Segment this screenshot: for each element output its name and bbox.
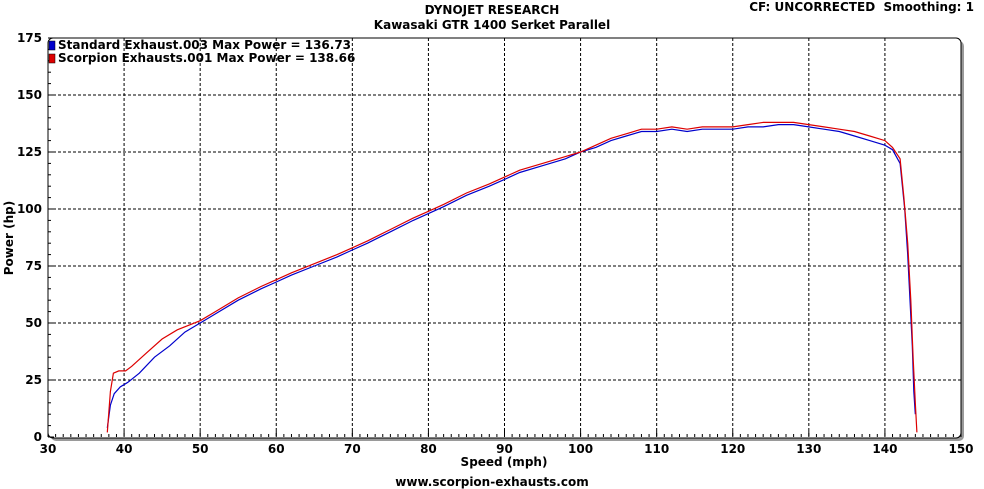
series-line-1 [106,124,916,428]
legend-swatch [48,53,56,64]
x-tick-label: 120 [720,442,745,456]
minor-ticks [47,37,962,438]
x-axis-label: Speed (mph) [461,455,548,469]
data-curves [106,121,918,433]
x-tick-label: 30 [40,442,57,456]
series-line-2 [106,121,918,433]
x-tick-label: 50 [192,442,209,456]
x-tick-label: 90 [496,442,513,456]
x-tick-label: 150 [948,442,973,456]
y-axis-label: Power (hp) [2,201,16,275]
legend: Standard Exhaust.003 Max Power = 136.73S… [48,38,355,65]
x-tick-label: 100 [568,442,593,456]
legend-swatch [48,40,56,51]
correction-factor-info: CF: UNCORRECTED Smoothing: 1 [749,0,974,14]
y-tick-label: 50 [25,316,42,330]
y-tick-label: 0 [34,430,42,444]
y-tick-label: 25 [25,373,42,387]
x-tick-label: 130 [796,442,821,456]
footer-url: www.scorpion-exhausts.com [395,475,589,489]
legend-label: Standard Exhaust.003 Max Power = 136.73 [58,38,351,52]
x-tick-label: 60 [268,442,285,456]
x-tick-label: 140 [872,442,897,456]
x-tick-label: 70 [344,442,361,456]
x-tick-label: 40 [116,442,133,456]
legend-label: Scorpion Exhausts.001 Max Power = 138.66 [58,51,355,65]
y-tick-label: 175 [17,31,42,45]
y-tick-labels: 0 25 50 75 100 125 150 175 [17,31,42,444]
chart-subtitle: Kawasaki GTR 1400 Serket Parallel [373,18,611,32]
x-tick-labels: 30 40 50 60 70 80 90 100 110 120 130 140 150 [40,442,974,456]
x-tick-label: 110 [644,442,669,456]
y-tick-label: 75 [25,259,42,273]
chart-title: DYNOJET RESEARCH [424,3,560,17]
y-tick-label: 150 [17,88,42,102]
y-tick-label: 125 [17,145,42,159]
y-tick-label: 100 [17,202,42,216]
x-tick-label: 80 [420,442,437,456]
